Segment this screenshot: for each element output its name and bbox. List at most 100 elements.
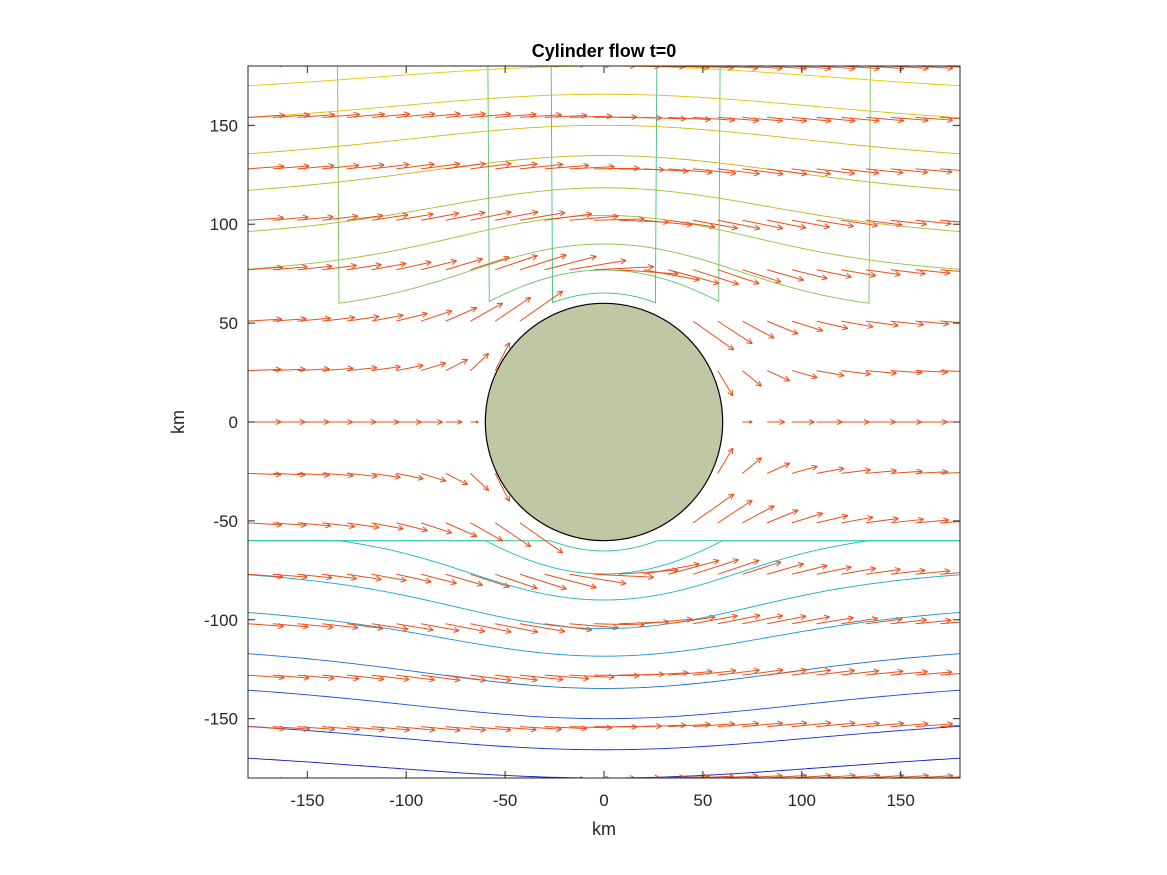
velocity-arrow xyxy=(841,168,880,176)
velocity-arrow xyxy=(940,673,960,676)
velocity-arrow xyxy=(420,522,453,535)
velocity-arrow xyxy=(519,161,564,170)
velocity-arrow xyxy=(396,161,435,170)
velocity-arrow xyxy=(420,211,460,221)
velocity-arrow xyxy=(494,296,532,322)
velocity-arrow xyxy=(470,210,512,221)
streamline-17 xyxy=(248,93,960,119)
x-tick-label: 100 xyxy=(788,791,816,810)
velocity-arrow xyxy=(841,269,877,278)
velocity-arrow xyxy=(816,219,854,229)
velocity-arrow xyxy=(816,615,854,625)
velocity-arrow xyxy=(841,668,880,676)
velocity-arrow xyxy=(940,621,960,625)
velocity-arrow xyxy=(396,472,424,481)
velocity-arrow xyxy=(445,306,478,322)
velocity-arrow xyxy=(519,210,566,221)
velocity-arrow xyxy=(940,269,960,272)
velocity-arrow xyxy=(742,320,775,339)
velocity-arrow xyxy=(495,209,539,221)
velocity-arrow xyxy=(841,566,877,575)
velocity-arrow xyxy=(495,254,538,271)
velocity-arrow xyxy=(668,219,716,230)
velocity-arrow xyxy=(940,572,960,575)
velocity-arrow xyxy=(420,623,460,633)
streamline-2 xyxy=(248,725,960,751)
velocity-arrow xyxy=(742,505,775,524)
velocity-arrow xyxy=(742,370,762,387)
streamline-14 xyxy=(248,187,960,232)
velocity-arrow xyxy=(346,623,384,631)
x-tick-label: -50 xyxy=(493,791,518,810)
velocity-arrow xyxy=(494,342,510,371)
velocity-arrow xyxy=(767,614,807,625)
velocity-arrow xyxy=(816,668,855,676)
velocity-arrow xyxy=(519,66,559,68)
chart-title: Cylinder flow t=0 xyxy=(532,41,677,61)
velocity-arrow xyxy=(791,418,815,426)
velocity-arrows xyxy=(248,66,960,778)
velocity-arrow xyxy=(569,66,611,69)
velocity-arrow xyxy=(371,261,407,271)
velocity-arrow xyxy=(767,562,805,575)
velocity-arrow xyxy=(470,352,490,371)
velocity-arrow xyxy=(692,613,738,625)
streamline-16 xyxy=(248,124,960,155)
y-tick-label: 50 xyxy=(219,314,238,333)
velocity-arrow xyxy=(766,320,799,335)
velocity-arrow xyxy=(420,161,461,170)
velocity-arrow xyxy=(594,573,654,581)
velocity-arrow xyxy=(717,370,734,397)
velocity-arrow xyxy=(940,370,960,372)
velocity-arrow xyxy=(322,213,359,221)
x-tick-label: 150 xyxy=(886,791,914,810)
velocity-arrow xyxy=(346,573,382,582)
velocity-arrow xyxy=(816,168,855,176)
velocity-arrow xyxy=(816,466,845,474)
velocity-arrow xyxy=(544,623,593,633)
velocity-arrow xyxy=(445,522,478,538)
velocity-arrow xyxy=(940,168,960,171)
velocity-arrow xyxy=(816,320,849,331)
velocity-arrow xyxy=(519,573,567,591)
streamline-1 xyxy=(248,757,960,778)
velocity-arrow xyxy=(742,613,784,625)
velocity-arrow xyxy=(396,363,424,372)
velocity-arrow xyxy=(865,269,901,277)
velocity-arrow xyxy=(470,302,504,322)
streamline-3 xyxy=(248,689,960,720)
velocity-arrow xyxy=(495,674,538,683)
velocity-arrow xyxy=(371,623,409,632)
x-axis-label: km xyxy=(592,819,616,839)
streamline-5 xyxy=(248,612,960,657)
velocity-arrow xyxy=(346,213,384,221)
velocity-arrow xyxy=(396,260,432,271)
velocity-arrow xyxy=(692,493,735,524)
velocity-arrow xyxy=(816,269,852,279)
streamline-6 xyxy=(248,574,960,630)
velocity-arrow xyxy=(371,522,404,531)
velocity-arrow xyxy=(371,212,409,221)
velocity-arrow xyxy=(519,290,564,322)
velocity-arrow xyxy=(767,168,808,177)
velocity-arrow xyxy=(494,473,510,502)
velocity-arrow xyxy=(791,370,818,380)
velocity-arrow xyxy=(346,522,380,530)
velocity-arrow xyxy=(742,168,784,177)
velocity-arrow xyxy=(544,211,593,221)
velocity-arrow xyxy=(767,269,805,282)
velocity-arrow xyxy=(791,614,830,625)
velocity-arrow xyxy=(717,320,753,345)
velocity-arrow xyxy=(866,668,904,676)
velocity-arrow xyxy=(371,313,404,322)
velocity-arrow xyxy=(569,258,627,271)
y-axis: -150 -100 -50 0 50 100 150 xyxy=(204,116,960,729)
velocity-arrow xyxy=(519,623,566,634)
velocity-arrow xyxy=(569,573,627,586)
velocity-arrow xyxy=(519,674,564,683)
velocity-arrow xyxy=(742,420,753,424)
velocity-arrow xyxy=(940,472,960,474)
velocity-arrow xyxy=(470,473,490,492)
velocity-arrow xyxy=(420,309,453,322)
